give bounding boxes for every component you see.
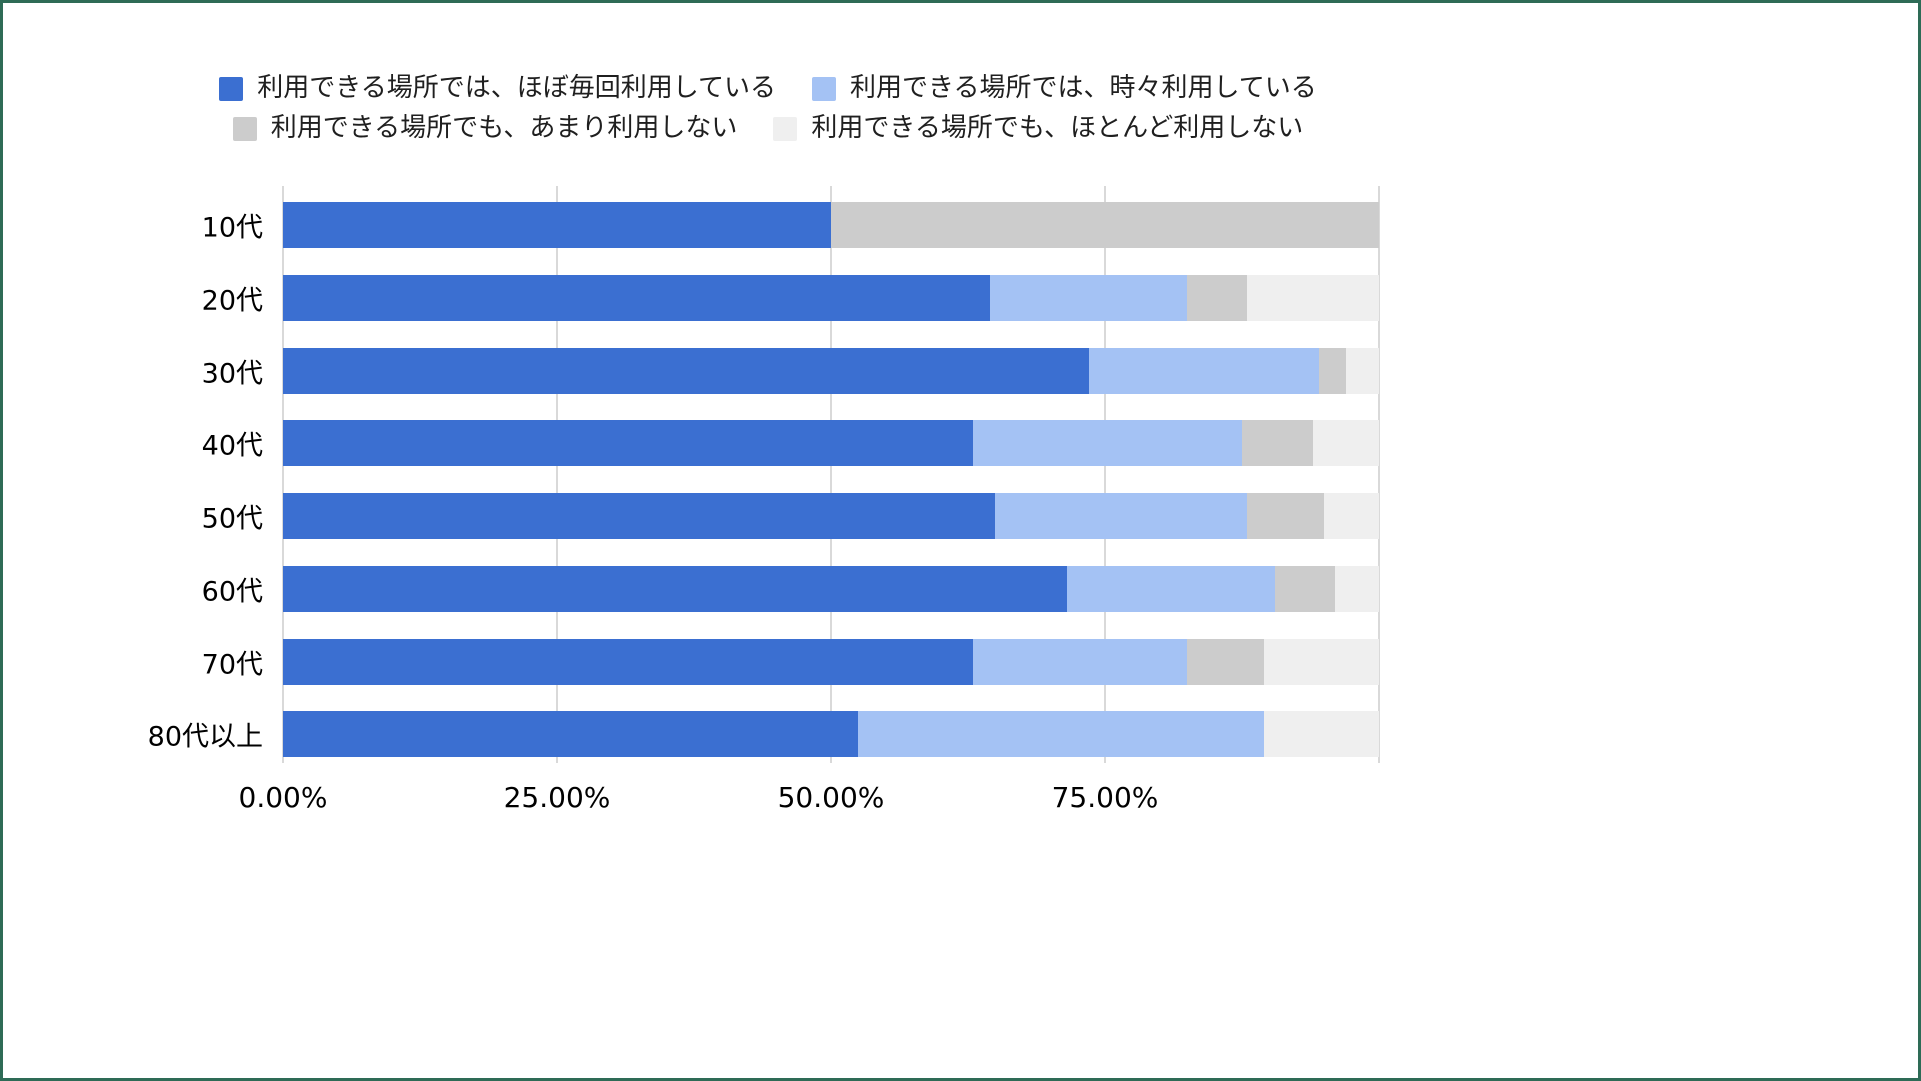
bar-track xyxy=(283,565,1379,612)
legend-swatch-icon xyxy=(773,116,798,141)
bar-track xyxy=(283,711,1379,758)
bar-segment xyxy=(1335,565,1379,612)
bar-segment xyxy=(283,638,974,685)
bar-track xyxy=(283,420,1379,467)
legend-swatch-icon xyxy=(232,116,257,141)
bar-row: 70代 xyxy=(202,638,1379,685)
y-axis-label: 10代 xyxy=(201,212,263,244)
bar-segment xyxy=(1318,347,1347,394)
bar-segment xyxy=(1066,565,1275,612)
bar-row: 60代 xyxy=(202,565,1379,612)
x-axis-tick-label: 25.00% xyxy=(503,781,611,815)
x-axis: 0.00% 25.00% 50.00% 75.00% xyxy=(239,781,1379,823)
legend-swatch-icon xyxy=(812,76,836,101)
bar-row: 10代 xyxy=(202,202,1379,249)
bar-row: 40代 xyxy=(202,420,1379,467)
bar-row: 80代以上 xyxy=(148,711,1379,758)
bar-segment xyxy=(1247,275,1379,322)
bar-track xyxy=(283,202,1379,249)
legend-label: 利用できる場所でも、あまり利用しない xyxy=(270,113,738,144)
bar-segment xyxy=(1274,565,1336,612)
plot-area: 10代 20代 30代 40代 50代 60代 70代 80代以上 xyxy=(148,186,1380,764)
bar-row: 20代 xyxy=(202,275,1379,322)
legend-label: 利用できる場所では、ほぼ毎回利用している xyxy=(257,73,776,103)
bar-segment xyxy=(283,493,996,540)
bar-rows: 10代 20代 30代 40代 50代 60代 70代 80代以上 xyxy=(148,186,1379,763)
legend-item: 利用できる場所でも、ほとんど利用しない xyxy=(773,113,1303,144)
bar-track xyxy=(283,347,1379,394)
legend-label: 利用できる場所では、時々利用している xyxy=(850,73,1317,103)
bar-segment xyxy=(858,711,1264,758)
bar-segment xyxy=(1346,347,1379,394)
bar-segment xyxy=(283,347,1089,394)
bar-segment xyxy=(1263,638,1379,685)
legend-row: 利用できる場所では、ほぼ毎回利用している 利用できる場所では、時々利用している xyxy=(219,73,1317,104)
bar-segment xyxy=(831,202,1379,249)
y-axis-label: 20代 xyxy=(201,285,263,317)
bar-segment xyxy=(1187,638,1264,685)
gridline xyxy=(556,186,558,764)
chart-frame: 利用できる場所では、ほぼ毎回利用している 利用できる場所では、時々利用している 利用… xyxy=(3,73,1918,823)
bar-segment xyxy=(283,711,859,758)
y-axis-label: 60代 xyxy=(201,576,263,608)
bar-segment xyxy=(283,565,1067,612)
legend-swatch-icon xyxy=(219,76,244,101)
bar-segment xyxy=(283,202,831,249)
bar-segment xyxy=(283,420,974,467)
gridline xyxy=(1378,186,1380,764)
bar-track xyxy=(283,638,1379,685)
legend-item: 利用できる場所では、ほぼ毎回利用している xyxy=(219,73,776,104)
gridline xyxy=(1104,186,1106,764)
bar-track xyxy=(283,275,1379,322)
gridline xyxy=(830,186,832,764)
x-axis-tick-label: 50.00% xyxy=(777,781,885,815)
y-axis-label: 50代 xyxy=(201,503,263,535)
bar-track xyxy=(283,493,1379,540)
bar-segment xyxy=(1313,420,1379,467)
bar-segment xyxy=(973,638,1188,685)
bar-segment xyxy=(1187,275,1248,322)
y-axis-label: 40代 xyxy=(201,430,263,462)
legend-label: 利用できる場所でも、ほとんど利用しない xyxy=(811,113,1304,144)
legend-item: 利用できる場所でも、あまり利用しない xyxy=(232,113,738,144)
bar-segment xyxy=(973,420,1242,467)
x-axis-tick-label: 75.00% xyxy=(1051,781,1159,815)
bar-segment xyxy=(1088,347,1319,394)
legend-item: 利用できる場所では、時々利用している xyxy=(812,73,1317,104)
bar-segment xyxy=(989,275,1188,322)
bar-segment xyxy=(1263,711,1379,758)
bar-segment xyxy=(995,493,1248,540)
legend-row: 利用できる場所でも、あまり利用しない 利用できる場所でも、ほとんど利用しない xyxy=(232,113,1303,144)
y-axis-label: 80代以上 xyxy=(147,721,263,753)
bar-segment xyxy=(283,275,990,322)
bar-row: 50代 xyxy=(202,493,1379,540)
y-axis-label: 30代 xyxy=(201,358,263,390)
x-axis-tick-label: 0.00% xyxy=(238,781,328,815)
bar-segment xyxy=(1241,420,1314,467)
bar-segment xyxy=(1247,493,1325,540)
chart-legend: 利用できる場所では、ほぼ毎回利用している 利用できる場所では、時々利用している 利用… xyxy=(3,73,1533,144)
bar-row: 30代 xyxy=(202,347,1379,394)
gridline xyxy=(282,186,284,764)
y-axis-label: 70代 xyxy=(201,649,263,681)
bar-segment xyxy=(1324,493,1379,540)
